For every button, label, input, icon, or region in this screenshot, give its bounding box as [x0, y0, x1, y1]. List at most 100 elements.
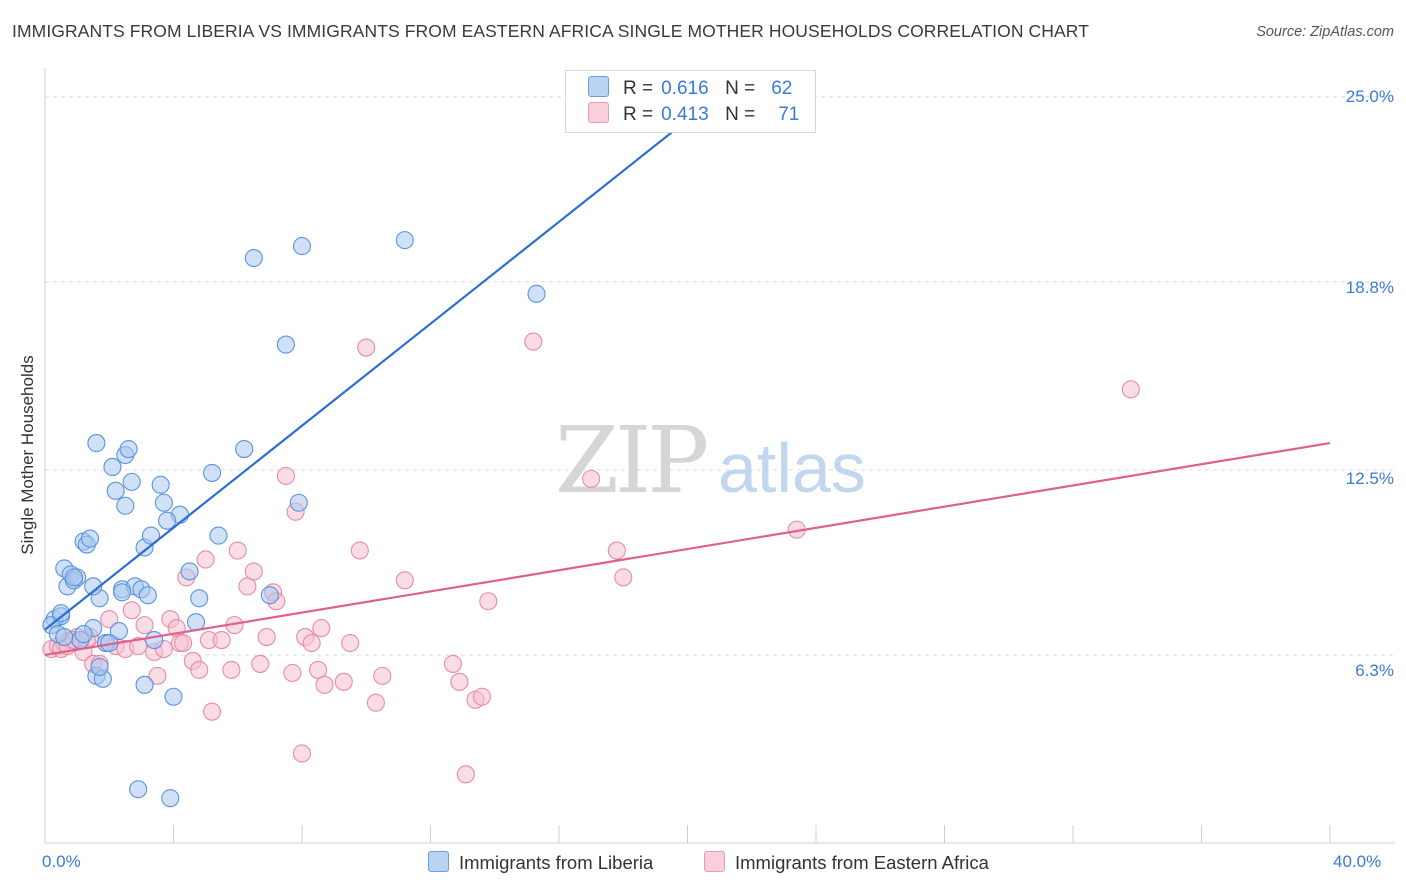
liberia-point [129, 780, 148, 799]
eastern-africa-point [614, 568, 633, 587]
legend-row-eastern-africa: R = 0.413 N = 71 [588, 102, 799, 126]
eastern-africa-point [276, 466, 295, 485]
eastern-africa-point [350, 541, 369, 560]
liberia-point [164, 687, 183, 706]
liberia-point [292, 237, 312, 256]
liberia-point [64, 568, 83, 587]
eastern-africa-point [212, 631, 231, 650]
liberia-point [113, 583, 132, 602]
y-tick-label: 6.3% [1355, 661, 1394, 680]
n-label: N = [725, 78, 756, 99]
liberia-point [122, 472, 141, 491]
y-tick-label: 12.5% [1345, 469, 1394, 488]
liberia-point [141, 526, 161, 545]
liberia-point [289, 493, 308, 512]
liberia-point [80, 529, 100, 548]
legend-label: Immigrants from Eastern Africa [735, 852, 989, 873]
source-label: Source: ZipAtlas.com [1256, 24, 1394, 40]
eastern-africa-point [222, 660, 241, 679]
eastern-africa-point [443, 654, 463, 673]
eastern-africa-point [122, 601, 141, 620]
liberia-swatch [428, 851, 449, 872]
liberia-point [180, 562, 199, 581]
liberia-point [90, 657, 109, 676]
r-value: 0.616 [661, 78, 709, 99]
watermark: ZIP atlas [555, 407, 866, 514]
trend-lines [44, 113, 1331, 657]
liberia-point [145, 631, 164, 650]
liberia-point [103, 457, 122, 476]
n-value: 71 [778, 104, 800, 125]
x-tick-label: 40.0% [1333, 852, 1382, 871]
legend-item-liberia: Immigrants from Liberia [428, 851, 653, 874]
eastern-africa-point [251, 654, 270, 673]
r-label: R = [623, 78, 654, 99]
legend-label: Immigrants from Liberia [459, 852, 654, 873]
eastern-africa-point [524, 332, 543, 351]
liberia-point [276, 335, 295, 354]
watermark-zip: ZIP [555, 407, 706, 514]
eastern-africa-point [190, 660, 209, 679]
eastern-africa-point [302, 633, 321, 653]
eastern-africa-point [312, 619, 331, 638]
liberia-point [203, 463, 222, 482]
eastern-africa-point [148, 666, 167, 685]
eastern-africa-points [42, 332, 1140, 784]
y-axis-label: Single Mother Households [18, 355, 37, 555]
eastern-africa-point [334, 672, 353, 691]
liberia-point [209, 526, 228, 545]
liberia-point [84, 577, 103, 596]
eastern-africa-point [456, 765, 475, 784]
n-label: N = [725, 104, 756, 125]
liberia-swatch [588, 76, 609, 97]
eastern-africa-point [309, 660, 328, 679]
eastern-africa-point [479, 592, 498, 611]
liberia-point [260, 586, 279, 605]
eastern-africa-point [174, 633, 193, 653]
eastern-africa-point [257, 628, 276, 647]
liberia-point [527, 284, 546, 303]
liberia-point [109, 622, 128, 641]
eastern-africa-point [283, 663, 302, 682]
r-label: R = [623, 104, 654, 125]
eastern-africa-point [450, 672, 469, 691]
legend-row-liberia: R = 0.616 N = 62 [588, 76, 792, 100]
eastern-africa-point [100, 610, 119, 629]
liberia-point [395, 231, 414, 250]
liberia-point [158, 511, 177, 530]
legend-item-eastern-africa: Immigrants from Eastern Africa [704, 851, 989, 874]
correlation-legend: R = 0.616 N = 62 R = 0.413 N = 71 [565, 70, 816, 133]
y-tick-label: 25.0% [1345, 87, 1394, 106]
eastern-africa-point [472, 687, 491, 706]
eastern-africa-point [607, 541, 626, 560]
liberia-point [190, 589, 209, 608]
eastern-africa-swatch [704, 851, 725, 872]
liberia-point [235, 439, 254, 459]
liberia-point [135, 675, 154, 694]
y-tick-label: 18.8% [1345, 278, 1394, 297]
eastern-africa-point [357, 338, 376, 357]
eastern-africa-point [395, 571, 414, 590]
x-tick-label: 0.0% [42, 852, 81, 871]
eastern-africa-point [582, 469, 601, 488]
liberia-point [138, 586, 157, 605]
eastern-africa-point [315, 675, 334, 694]
eastern-africa-point [129, 636, 148, 656]
n-value: 62 [771, 78, 793, 99]
eastern-africa-point [203, 702, 222, 721]
eastern-africa-trend-line [44, 441, 1331, 657]
liberia-point [106, 481, 125, 500]
liberia-point [119, 439, 138, 459]
eastern-africa-point [228, 541, 247, 560]
eastern-africa-point [373, 666, 392, 685]
eastern-africa-swatch [588, 102, 609, 123]
eastern-africa-point [341, 633, 360, 653]
liberia-trend-line [44, 113, 695, 631]
eastern-africa-point [244, 562, 263, 581]
chart-title: IMMIGRANTS FROM LIBERIA VS IMMIGRANTS FR… [12, 21, 1089, 41]
liberia-point [87, 434, 106, 453]
liberia-point [116, 496, 135, 515]
eastern-africa-point [135, 616, 154, 635]
eastern-africa-point [292, 744, 312, 763]
